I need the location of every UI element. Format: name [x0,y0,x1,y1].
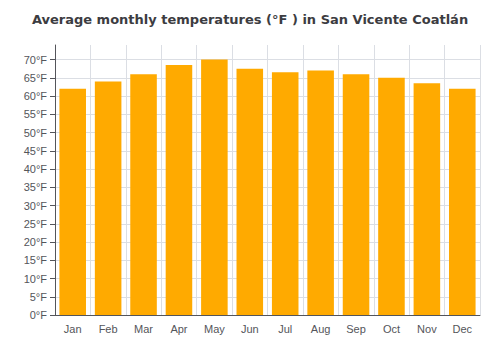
svg-text:15°F: 15°F [24,254,48,266]
svg-text:Aug: Aug [311,323,331,335]
svg-text:Jan: Jan [64,323,82,335]
svg-text:May: May [204,323,225,335]
svg-text:50°F: 50°F [24,127,48,139]
svg-text:25°F: 25°F [24,218,48,230]
svg-text:5°F: 5°F [30,291,48,303]
svg-text:Sep: Sep [346,323,366,335]
svg-text:0°F: 0°F [30,309,48,321]
svg-text:Apr: Apr [170,323,187,335]
svg-text:45°F: 45°F [24,145,48,157]
svg-text:Nov: Nov [417,323,437,335]
svg-text:55°F: 55°F [24,108,48,120]
svg-text:10°F: 10°F [24,273,48,285]
svg-text:35°F: 35°F [24,181,48,193]
svg-text:40°F: 40°F [24,163,48,175]
svg-text:Mar: Mar [134,323,153,335]
svg-text:Dec: Dec [453,323,473,335]
svg-text:65°F: 65°F [24,72,48,84]
svg-text:Jun: Jun [241,323,259,335]
svg-text:60°F: 60°F [24,90,48,102]
svg-text:70°F: 70°F [24,54,48,66]
svg-text:Oct: Oct [383,323,400,335]
svg-text:Jul: Jul [278,323,292,335]
svg-text:20°F: 20°F [24,236,48,248]
svg-text:Average monthly temperatures (: Average monthly temperatures (°F ) in Sa… [32,12,468,27]
svg-text:30°F: 30°F [24,200,48,212]
svg-text:Feb: Feb [99,323,118,335]
